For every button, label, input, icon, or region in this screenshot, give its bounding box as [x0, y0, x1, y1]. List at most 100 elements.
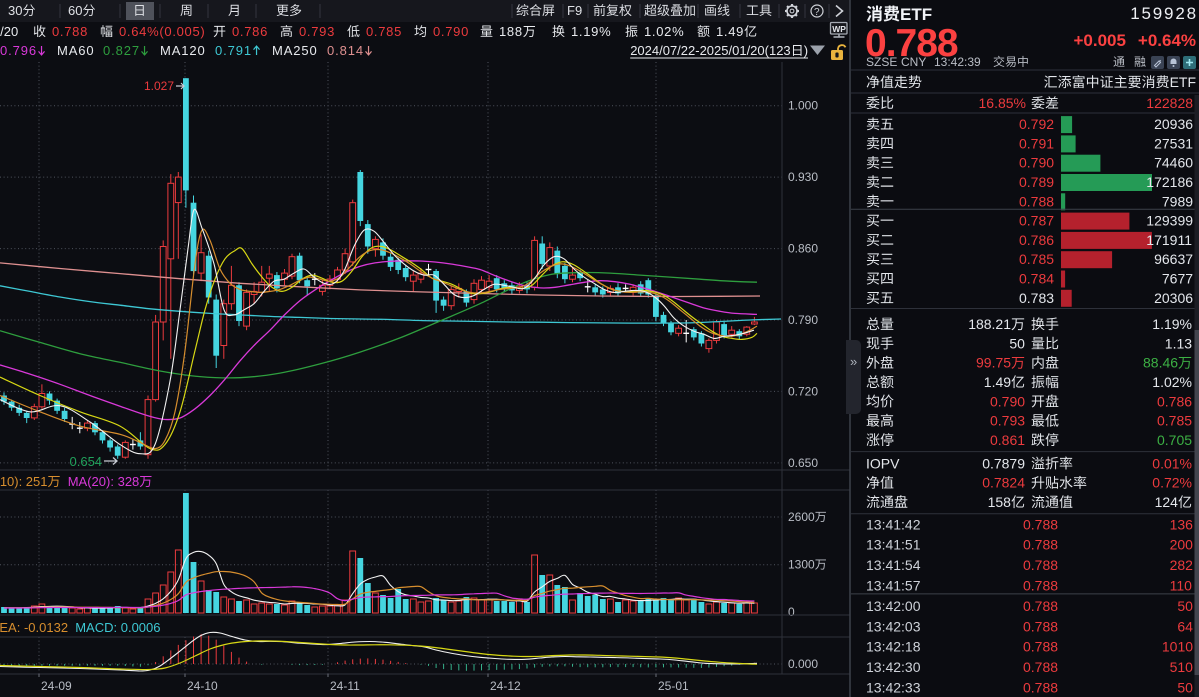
svg-text:0: 0 — [788, 605, 795, 619]
svg-text:0.785: 0.785 — [366, 24, 402, 39]
svg-text:0.788: 0.788 — [52, 24, 88, 39]
svg-text:CNY: CNY — [901, 55, 926, 69]
svg-text:124: 124 — [1155, 494, 1179, 510]
svg-text:50: 50 — [1177, 680, 1193, 696]
svg-text:0.788: 0.788 — [1023, 680, 1058, 696]
svg-text:0.930: 0.930 — [788, 170, 818, 184]
svg-text:13:42:30: 13:42:30 — [866, 659, 921, 675]
svg-text:0.654: 0.654 — [70, 454, 103, 469]
svg-text:0.786: 0.786 — [1019, 232, 1054, 248]
svg-text:0.000: 0.000 — [788, 657, 818, 671]
svg-text:1.49: 1.49 — [984, 374, 1011, 390]
svg-text:0.793: 0.793 — [990, 413, 1025, 429]
svg-text:74460: 74460 — [1154, 155, 1193, 171]
svg-text:0.796: 0.796 — [0, 43, 37, 58]
svg-text:0.705: 0.705 — [1157, 432, 1192, 448]
svg-text:251: 251 — [26, 474, 48, 489]
svg-text:0.793: 0.793 — [299, 24, 335, 39]
svg-text:+0.64%: +0.64% — [1138, 31, 1196, 50]
svg-text:30: 30 — [8, 3, 22, 18]
svg-text:24-12: 24-12 — [490, 679, 521, 693]
svg-text:129399: 129399 — [1146, 213, 1193, 229]
svg-text:64: 64 — [1177, 618, 1193, 634]
svg-text:24-10: 24-10 — [187, 679, 218, 693]
svg-text:172186: 172186 — [1146, 174, 1193, 190]
svg-text:0.788: 0.788 — [1023, 516, 1058, 532]
svg-text:0.788: 0.788 — [1023, 557, 1058, 573]
svg-text:0.789: 0.789 — [1019, 174, 1054, 190]
svg-text:0.783: 0.783 — [1019, 290, 1054, 306]
svg-text:WP: WP — [832, 24, 846, 34]
svg-text:24-11: 24-11 — [330, 679, 360, 693]
svg-text:2600: 2600 — [788, 510, 815, 524]
svg-text:13:42:33: 13:42:33 — [866, 680, 921, 696]
svg-text:»: » — [850, 354, 857, 369]
svg-text:13:42:03: 13:42:03 — [866, 618, 921, 634]
svg-text:0.790: 0.790 — [990, 393, 1025, 409]
svg-text:99.75: 99.75 — [976, 355, 1011, 371]
svg-text:171911: 171911 — [1146, 232, 1192, 248]
svg-text:?: ? — [814, 7, 820, 18]
svg-text:0.64%(0.005): 0.64%(0.005) — [119, 24, 205, 39]
svg-text:1.13: 1.13 — [1165, 335, 1192, 351]
svg-text:20306: 20306 — [1154, 290, 1193, 306]
svg-text:0.720: 0.720 — [788, 384, 818, 398]
svg-text:0.790: 0.790 — [788, 313, 818, 327]
svg-text:13:42:00: 13:42:00 — [866, 598, 921, 614]
svg-text:0.791: 0.791 — [215, 43, 252, 58]
svg-text:0.7879: 0.7879 — [982, 455, 1025, 471]
svg-text:510: 510 — [1170, 659, 1194, 675]
svg-text:1.000: 1.000 — [788, 99, 818, 113]
svg-text:+0.005: +0.005 — [1074, 31, 1126, 50]
svg-text:F9: F9 — [567, 3, 582, 18]
svg-text:1.027: 1.027 — [144, 79, 174, 93]
svg-text:0.784: 0.784 — [1019, 271, 1054, 287]
svg-text:0.860: 0.860 — [788, 242, 818, 256]
svg-text:7677: 7677 — [1162, 271, 1193, 287]
svg-text:0.787: 0.787 — [1019, 213, 1054, 229]
svg-text:1.49: 1.49 — [716, 24, 744, 39]
svg-text:1300: 1300 — [788, 558, 815, 572]
svg-text:0.788: 0.788 — [1023, 618, 1058, 634]
svg-text:ETF: ETF — [900, 5, 932, 24]
svg-text:20936: 20936 — [1154, 116, 1193, 132]
svg-text:IOPV: IOPV — [866, 455, 900, 471]
svg-text:13:41:54: 13:41:54 — [866, 557, 921, 573]
svg-text:2025/01/20: 2025/01/20 — [0, 24, 18, 39]
svg-text:50: 50 — [1177, 598, 1193, 614]
svg-text:27531: 27531 — [1154, 135, 1193, 151]
svg-text:122828: 122828 — [1146, 95, 1193, 111]
svg-text:88.46: 88.46 — [1143, 355, 1178, 371]
svg-text:1.02%: 1.02% — [1152, 374, 1192, 390]
svg-text:0.788: 0.788 — [1023, 659, 1058, 675]
svg-text:159928: 159928 — [1130, 4, 1198, 23]
svg-text:): ) — [804, 43, 808, 58]
svg-text:328: 328 — [118, 474, 140, 489]
svg-text:0.792: 0.792 — [1019, 116, 1054, 132]
svg-text:0.790: 0.790 — [433, 24, 469, 39]
svg-text:MA(20):: MA(20): — [61, 474, 118, 489]
svg-text:25-01: 25-01 — [658, 679, 689, 693]
svg-text:0.788: 0.788 — [1023, 537, 1058, 553]
svg-text:0.788: 0.788 — [1023, 639, 1058, 655]
svg-text:110: 110 — [1170, 578, 1193, 594]
svg-text:1.19%: 1.19% — [1152, 316, 1192, 332]
svg-text:0.786: 0.786 — [1157, 393, 1192, 409]
svg-text:0.814: 0.814 — [327, 43, 364, 58]
svg-text:0.827: 0.827 — [103, 43, 140, 58]
svg-text:188: 188 — [499, 24, 523, 39]
svg-text:0.7824: 0.7824 — [982, 475, 1025, 491]
svg-text:16.85%: 16.85% — [979, 95, 1026, 111]
svg-text:MA60: MA60 — [57, 43, 95, 58]
svg-text:0.785: 0.785 — [1157, 413, 1192, 429]
svg-text:0.786: 0.786 — [232, 24, 268, 39]
svg-text:0.72%: 0.72% — [1152, 475, 1192, 491]
svg-text:1010: 1010 — [1162, 639, 1193, 655]
svg-text:7989: 7989 — [1162, 193, 1193, 209]
svg-text:282: 282 — [1170, 557, 1194, 573]
svg-text:MA(10):: MA(10): — [0, 474, 26, 489]
svg-text:0.785: 0.785 — [1019, 251, 1054, 267]
svg-text:136: 136 — [1170, 516, 1194, 532]
svg-text:96637: 96637 — [1154, 251, 1193, 267]
svg-text:0.791: 0.791 — [1019, 135, 1054, 151]
